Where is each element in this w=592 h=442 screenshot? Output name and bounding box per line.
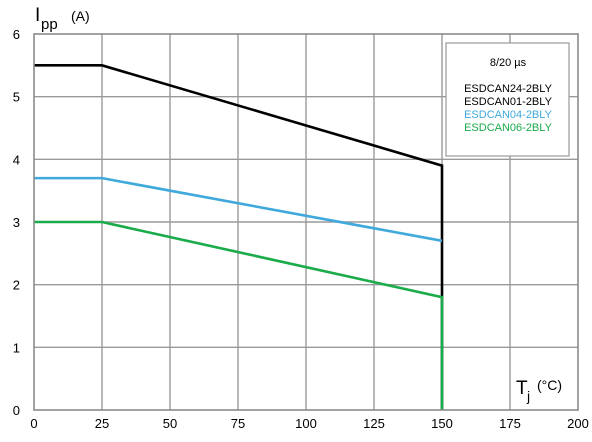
x-axis-label-sub: j	[526, 388, 530, 404]
x-axis-label: T j (°C)	[512, 372, 574, 404]
y-tick-label: 1	[13, 340, 20, 355]
x-tick-label: 50	[163, 416, 177, 431]
plot-frame	[33, 33, 579, 411]
x-tick-label: 0	[30, 416, 37, 431]
legend: 8/20 µs ESDCAN24-2BLY ESDCAN01-2BLY ESDC…	[445, 42, 570, 157]
y-axis-label-unit: (A)	[71, 8, 90, 24]
x-tick-label: 100	[295, 416, 317, 431]
legend-entry-esdcan24: ESDCAN24-2BLY	[464, 83, 552, 95]
y-tick-label: 0	[13, 403, 20, 418]
x-tick-label: 175	[499, 416, 521, 431]
x-tick-label: 75	[231, 416, 245, 431]
series-line	[34, 64, 444, 410]
y-tick-label: 6	[13, 27, 20, 42]
legend-box	[445, 42, 570, 157]
x-axis-label-background	[512, 372, 574, 404]
series-lines	[34, 64, 444, 410]
legend-entry-esdcan01: ESDCAN01-2BLY	[464, 96, 552, 108]
tick-labels: 0 25 50 75 100 125 150 175 200 0 1 2 3 4 5 6	[13, 27, 589, 431]
x-tick-label: 25	[95, 416, 109, 431]
x-tick-label: 200	[567, 416, 589, 431]
legend-entry-esdcan04: ESDCAN04-2BLY	[464, 109, 552, 121]
y-axis-label-main: I	[35, 5, 40, 26]
legend-title: 8/20 µs	[490, 57, 527, 69]
y-axis-label-sub: pp	[41, 16, 58, 33]
series-line	[34, 176, 443, 243]
y-axis-label: I pp (A)	[35, 5, 90, 33]
y-tick-label: 4	[13, 152, 20, 167]
y-tick-label: 3	[13, 215, 20, 230]
y-tick-label: 5	[13, 90, 20, 105]
y-tick-label: 2	[13, 278, 20, 293]
x-axis-label-unit: (°C)	[537, 377, 562, 393]
x-axis-label-main: T	[516, 378, 528, 399]
series-line	[34, 220, 444, 410]
x-tick-label: 150	[431, 416, 453, 431]
legend-entry-esdcan06: ESDCAN06-2BLY	[464, 122, 552, 134]
x-tick-label: 125	[363, 416, 385, 431]
